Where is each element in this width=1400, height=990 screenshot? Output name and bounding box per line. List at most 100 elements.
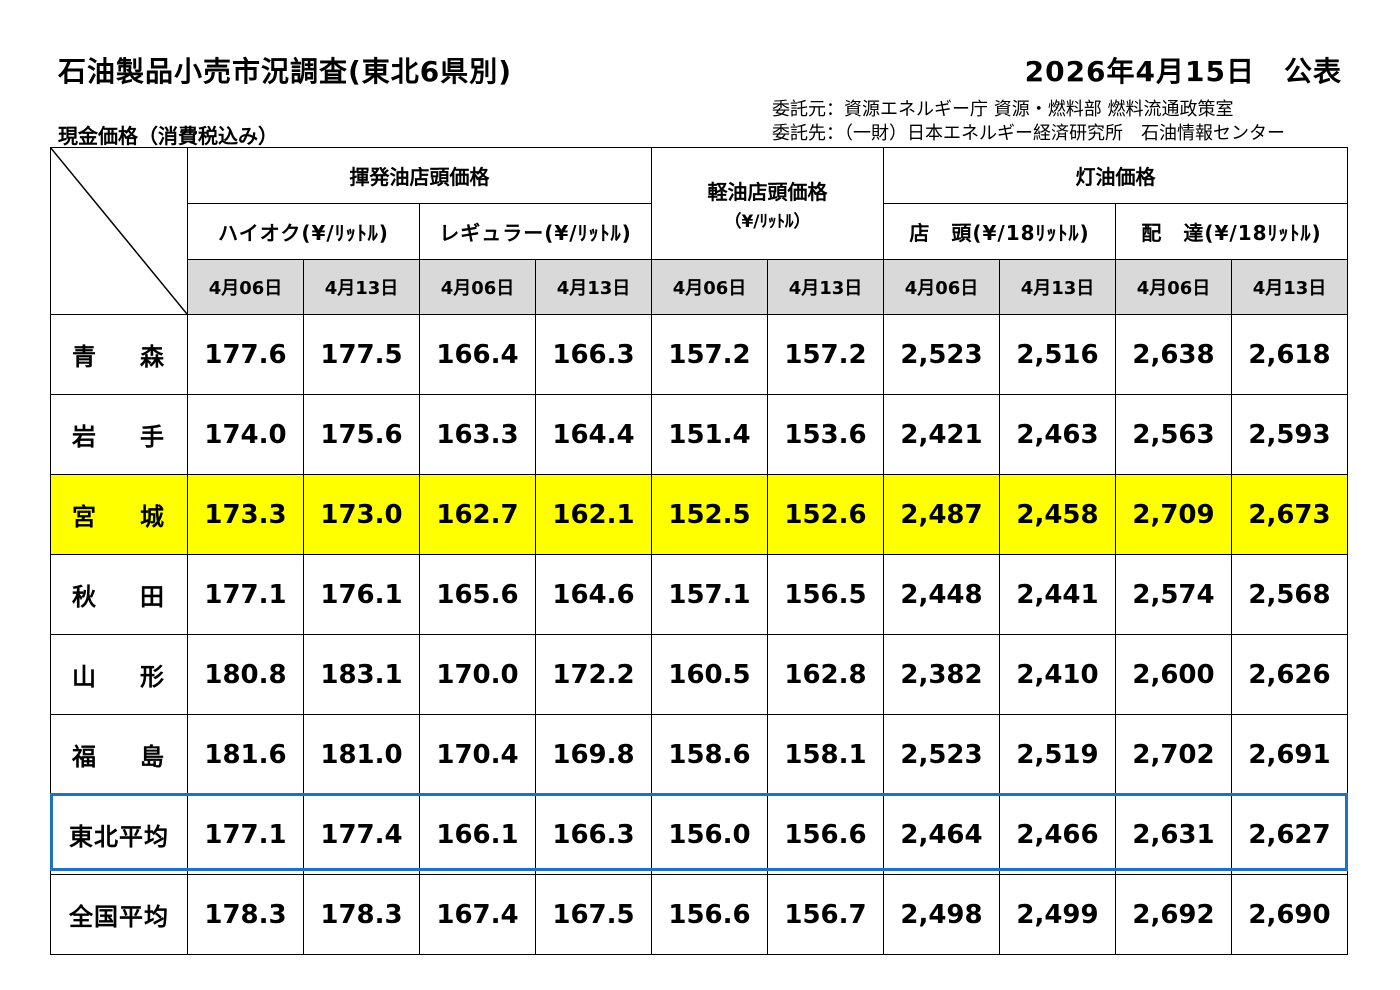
price-cell: 2,593 (1231, 394, 1348, 475)
price-cell: 2,692 (1115, 874, 1232, 955)
diesel-unit: （¥/ﾘｯﾄﾙ） (724, 211, 811, 232)
date-row: 4月06日 4月13日 4月06日 4月13日 4月06日 4月13日 4月06… (51, 259, 1348, 315)
price-cell: 162.7 (419, 474, 536, 555)
price-cell: 181.6 (187, 714, 304, 795)
publish-date: 2026年4月15日 公表 (1024, 55, 1342, 88)
table-row: 宮 城 173.3 173.0 162.7 162.1 152.5 152.6 2,487 2,… (50, 474, 1348, 555)
price-cell: 2,516 (999, 314, 1116, 395)
price-cell: 2,626 (1231, 634, 1348, 715)
table-row: 山 形 180.8 183.1 170.0 172.2 160.5 162.8 2,382 2,… (50, 634, 1348, 715)
price-cell: 169.8 (535, 714, 652, 795)
price-cell: 156.7 (767, 874, 884, 955)
price-cell: 156.6 (767, 794, 884, 875)
region-name: 岩 手 (50, 394, 188, 475)
table-row: 青 森 177.6 177.5 166.4 166.3 157.2 157.2 2,523 2,… (50, 314, 1348, 395)
price-cell: 152.6 (767, 474, 884, 555)
price-cell: 2,574 (1115, 554, 1232, 635)
date-header: 4月06日 (187, 259, 304, 315)
price-table: 揮発油店頭価格 軽油店頭価格 （¥/ﾘｯﾄﾙ） 灯油価格 ハイオク(¥/ﾘｯﾄﾙ… (50, 147, 1348, 955)
price-cell: 166.3 (535, 314, 652, 395)
date-header: 4月13日 (999, 259, 1116, 315)
price-cell: 174.0 (187, 394, 304, 475)
price-cell: 2,499 (999, 874, 1116, 955)
region-name: 秋 田 (50, 554, 188, 635)
date-header: 4月06日 (883, 259, 1000, 315)
corner-cell (50, 147, 188, 315)
price-basis-label: 現金価格（消費税込み） (58, 124, 278, 148)
price-cell: 2,600 (1115, 634, 1232, 715)
price-cell: 2,523 (883, 314, 1000, 395)
price-cell: 170.0 (419, 634, 536, 715)
table-body: 青 森 177.6 177.5 166.4 166.3 157.2 157.2 2,523 2,… (50, 314, 1348, 955)
date-header: 4月13日 (1231, 259, 1348, 315)
group-header-gasoline: 揮発油店頭価格 (187, 147, 652, 204)
price-cell: 156.0 (651, 794, 768, 875)
price-cell: 2,702 (1115, 714, 1232, 795)
diesel-label: 軽油店頭価格 (707, 179, 828, 204)
table-row: 岩 手 174.0 175.6 163.3 164.4 151.4 153.6 2,421 2,… (50, 394, 1348, 475)
region-name: 福 島 (50, 714, 188, 795)
price-cell: 2,691 (1231, 714, 1348, 795)
price-cell: 178.3 (303, 874, 420, 955)
price-cell: 177.1 (187, 554, 304, 635)
price-cell: 157.2 (767, 314, 884, 395)
subheader-delivery: 配 達(¥/18ﾘｯﾄﾙ) (1115, 203, 1348, 260)
price-cell: 173.3 (187, 474, 304, 555)
price-cell: 177.6 (187, 314, 304, 395)
price-cell: 2,487 (883, 474, 1000, 555)
price-cell: 173.0 (303, 474, 420, 555)
price-cell: 2,638 (1115, 314, 1232, 395)
price-cell: 162.1 (535, 474, 652, 555)
region-name: 宮 城 (50, 474, 188, 555)
price-cell: 180.8 (187, 634, 304, 715)
price-cell: 151.4 (651, 394, 768, 475)
price-cell: 166.1 (419, 794, 536, 875)
price-cell: 2,563 (1115, 394, 1232, 475)
price-cell: 177.1 (187, 794, 304, 875)
subheader-storefront: 店 頭(¥/18ﾘｯﾄﾙ) (883, 203, 1116, 260)
credit-commissioner: 委託元：資源エネルギー庁 資源・燃料部 燃料流通政策室 (772, 99, 1234, 120)
price-cell: 2,568 (1231, 554, 1348, 635)
price-cell: 177.4 (303, 794, 420, 875)
price-cell: 176.1 (303, 554, 420, 635)
price-cell: 166.4 (419, 314, 536, 395)
price-cell: 153.6 (767, 394, 884, 475)
date-header: 4月13日 (767, 259, 884, 315)
price-cell: 2,463 (999, 394, 1116, 475)
table-row: 福 島 181.6 181.0 170.4 169.8 158.6 158.1 2,523 2,… (50, 714, 1348, 795)
table-row: 秋 田 177.1 176.1 165.6 164.6 157.1 156.5 2,448 2,… (50, 554, 1348, 635)
price-cell: 2,382 (883, 634, 1000, 715)
subheader-highoctane: ハイオク(¥/ﾘｯﾄﾙ) (187, 203, 420, 260)
price-cell: 160.5 (651, 634, 768, 715)
price-cell: 2,448 (883, 554, 1000, 635)
price-cell: 158.1 (767, 714, 884, 795)
region-name: 全国平均 (50, 874, 188, 955)
date-header: 4月13日 (535, 259, 652, 315)
date-header: 4月06日 (419, 259, 536, 315)
price-cell: 2,410 (999, 634, 1116, 715)
region-name: 山 形 (50, 634, 188, 715)
price-cell: 2,498 (883, 874, 1000, 955)
price-cell: 2,627 (1231, 794, 1348, 875)
price-cell: 2,631 (1115, 794, 1232, 875)
price-cell: 2,618 (1231, 314, 1348, 395)
price-cell: 2,673 (1231, 474, 1348, 555)
price-cell: 162.8 (767, 634, 884, 715)
price-cell: 156.6 (651, 874, 768, 955)
price-cell: 2,441 (999, 554, 1116, 635)
price-cell: 2,523 (883, 714, 1000, 795)
price-cell: 156.5 (767, 554, 884, 635)
price-cell: 181.0 (303, 714, 420, 795)
price-cell: 166.3 (535, 794, 652, 875)
price-cell: 2,690 (1231, 874, 1348, 955)
price-cell: 172.2 (535, 634, 652, 715)
price-cell: 2,519 (999, 714, 1116, 795)
price-cell: 163.3 (419, 394, 536, 475)
region-name: 東北平均 (50, 794, 188, 875)
price-cell: 2,709 (1115, 474, 1232, 555)
date-header: 4月06日 (651, 259, 768, 315)
table-row: 全国平均 178.3 178.3 167.4 167.5 156.6 156.7 2,498 2… (50, 874, 1348, 955)
price-cell: 167.5 (535, 874, 652, 955)
price-cell: 2,458 (999, 474, 1116, 555)
price-cell: 164.4 (535, 394, 652, 475)
